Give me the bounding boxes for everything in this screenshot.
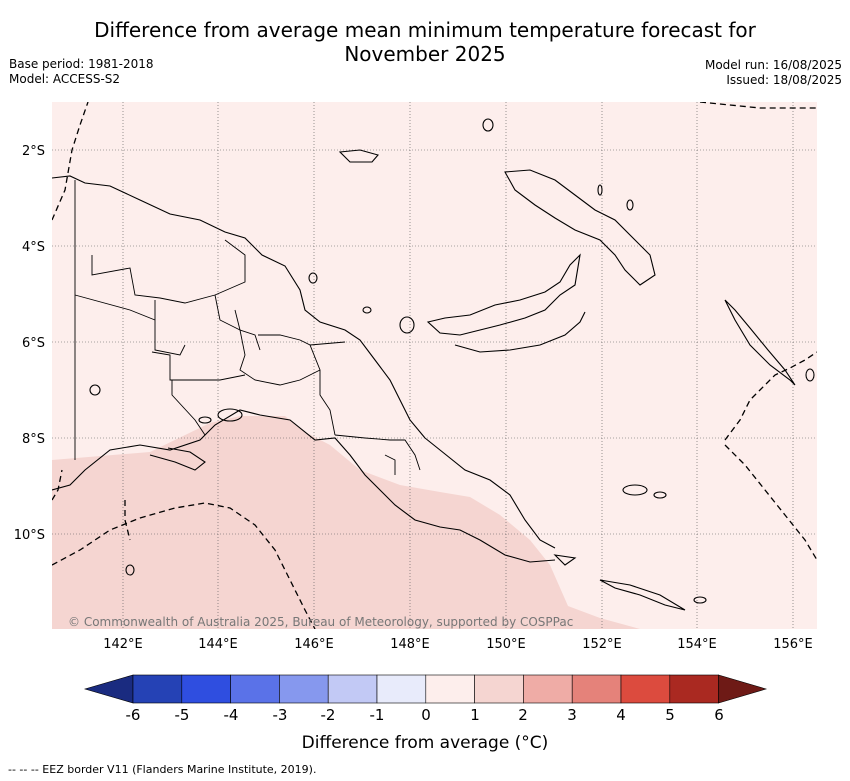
lat-label: 2°S [22,144,45,159]
lat-label: 4°S [22,240,45,255]
colorbar-tick-label: -4 [224,706,239,724]
coastlines [52,118,815,611]
model-run-text: Model run: 16/08/2025 [704,58,842,72]
colorbar-segment [571,674,622,704]
base-info: Base period: 1981-2018 Model: ACCESS-S2 [9,57,154,87]
eez-legend-text: -- -- -- EEZ border V11 (Flanders Marine… [8,763,317,776]
issued-text: Issued: 18/08/2025 [726,73,842,87]
anomaly-region-1-2 [52,416,640,629]
lon-label: 152°E [582,637,622,652]
colorbar-segment [181,674,231,704]
colorbar-extend-high [718,674,768,704]
lon-label: 156°E [773,637,813,652]
colorbar-segment [474,674,524,704]
colorbar-segment [132,674,183,704]
colorbar-tick-label: 1 [470,706,480,724]
colorbar-segment [230,674,280,704]
colorbar-segment [376,674,427,704]
model-text: Model: ACCESS-S2 [9,72,121,86]
colorbar-tick-label: -5 [175,706,190,724]
colorbar-tick-label: -2 [321,706,336,724]
title-line-1: Difference from average mean minimum tem… [94,18,756,42]
colorbar-segment [425,674,475,704]
colorbar [83,674,768,704]
colorbar-tick-label: -3 [273,706,288,724]
colorbar-segment [523,674,573,704]
lon-label: 144°E [198,637,238,652]
colorbar-segment [620,674,671,704]
lon-label: 148°E [390,637,430,652]
chart-title: Difference from average mean minimum tem… [0,18,850,66]
map-figure: 2°S 4°S 6°S 8°S 10°S 142°E 144°E 146°E 1… [14,102,817,724]
colorbar-segment [669,674,719,704]
run-info: Model run: 16/08/2025 Issued: 18/08/2025 [705,58,842,88]
colorbar-tick-label: 3 [567,706,577,724]
lon-label: 142°E [103,637,143,652]
colorbar-tick-label: 0 [421,706,431,724]
colorbar-title: Difference from average (°C) [301,733,549,753]
colorbar-tick-label: 2 [518,706,528,724]
copyright-text: © Commonwealth of Australia 2025, Bureau… [68,615,573,629]
title-line-2: November 2025 [344,42,506,66]
colorbar-tick-label: -1 [370,706,385,724]
colorbar-extend-low [83,674,134,704]
colorbar-segment [327,674,378,704]
colorbar-segment [279,674,329,704]
lat-label: 8°S [22,432,45,447]
colorbar-tick-label: -6 [126,706,141,724]
eez-borders [52,102,817,629]
lon-label: 150°E [486,637,526,652]
colorbar-tick-label: 4 [616,706,626,724]
lat-label: 6°S [22,336,45,351]
colorbar-tick-label: 6 [714,706,724,724]
lon-label: 154°E [677,637,717,652]
province-borders [74,180,421,475]
lat-label: 10°S [14,528,45,543]
lon-label: 146°E [294,637,334,652]
base-period-text: Base period: 1981-2018 [9,57,154,71]
colorbar-tick-label: 5 [665,706,675,724]
